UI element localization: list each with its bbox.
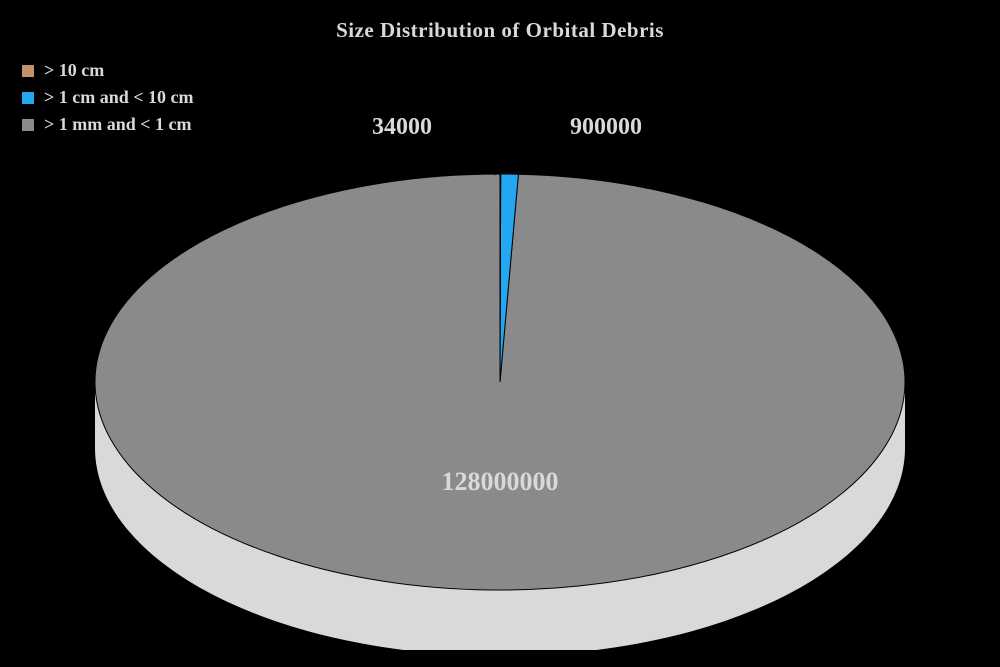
- legend-swatch: [22, 92, 34, 104]
- pie-label: 900000: [570, 114, 642, 140]
- pie-slice-gt10cm: [500, 174, 501, 382]
- pie-chart: 34000 900000 128000000: [60, 110, 940, 650]
- legend-item-gt10cm: > 10 cm: [22, 60, 194, 81]
- legend-label: > 1 cm and < 10 cm: [44, 87, 194, 108]
- pie-center-label: 128000000: [442, 467, 559, 496]
- legend-swatch: [22, 119, 34, 131]
- chart-title-text: Size Distribution of Orbital Debris: [336, 18, 664, 42]
- legend-label: > 10 cm: [44, 60, 104, 81]
- pie-svg: 34000 900000 128000000: [60, 110, 940, 650]
- leader-line: [519, 132, 565, 174]
- legend-swatch: [22, 65, 34, 77]
- pie-label: 34000: [372, 114, 432, 140]
- legend-item-1to10cm: > 1 cm and < 10 cm: [22, 87, 194, 108]
- leader-line: [438, 132, 495, 175]
- chart-title: Size Distribution of Orbital Debris: [0, 18, 1000, 43]
